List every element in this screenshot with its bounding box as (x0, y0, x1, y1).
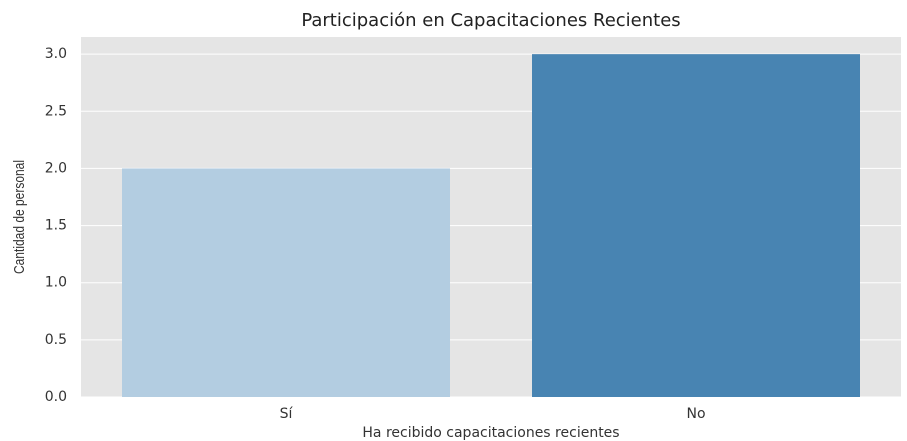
chart-title: Participación en Capacitaciones Reciente… (301, 10, 680, 31)
bar (122, 168, 450, 397)
y-tick-label: 3.0 (45, 46, 67, 62)
y-tick-label: 0.5 (45, 332, 67, 348)
bar (532, 54, 860, 398)
x-tick-label: No (686, 406, 705, 422)
y-axis-label: Cantidad de personal (11, 160, 28, 274)
x-axis-label: Ha recibido capacitaciones recientes (362, 425, 619, 441)
y-tick-label: 2.0 (45, 160, 67, 176)
y-tick-label: 2.5 (45, 103, 67, 119)
y-tick-label: 1.0 (45, 275, 67, 291)
y-tick-label: 1.5 (45, 218, 67, 234)
y-tick-label: 0.0 (45, 389, 67, 405)
x-tick-label: Sí (280, 406, 294, 422)
